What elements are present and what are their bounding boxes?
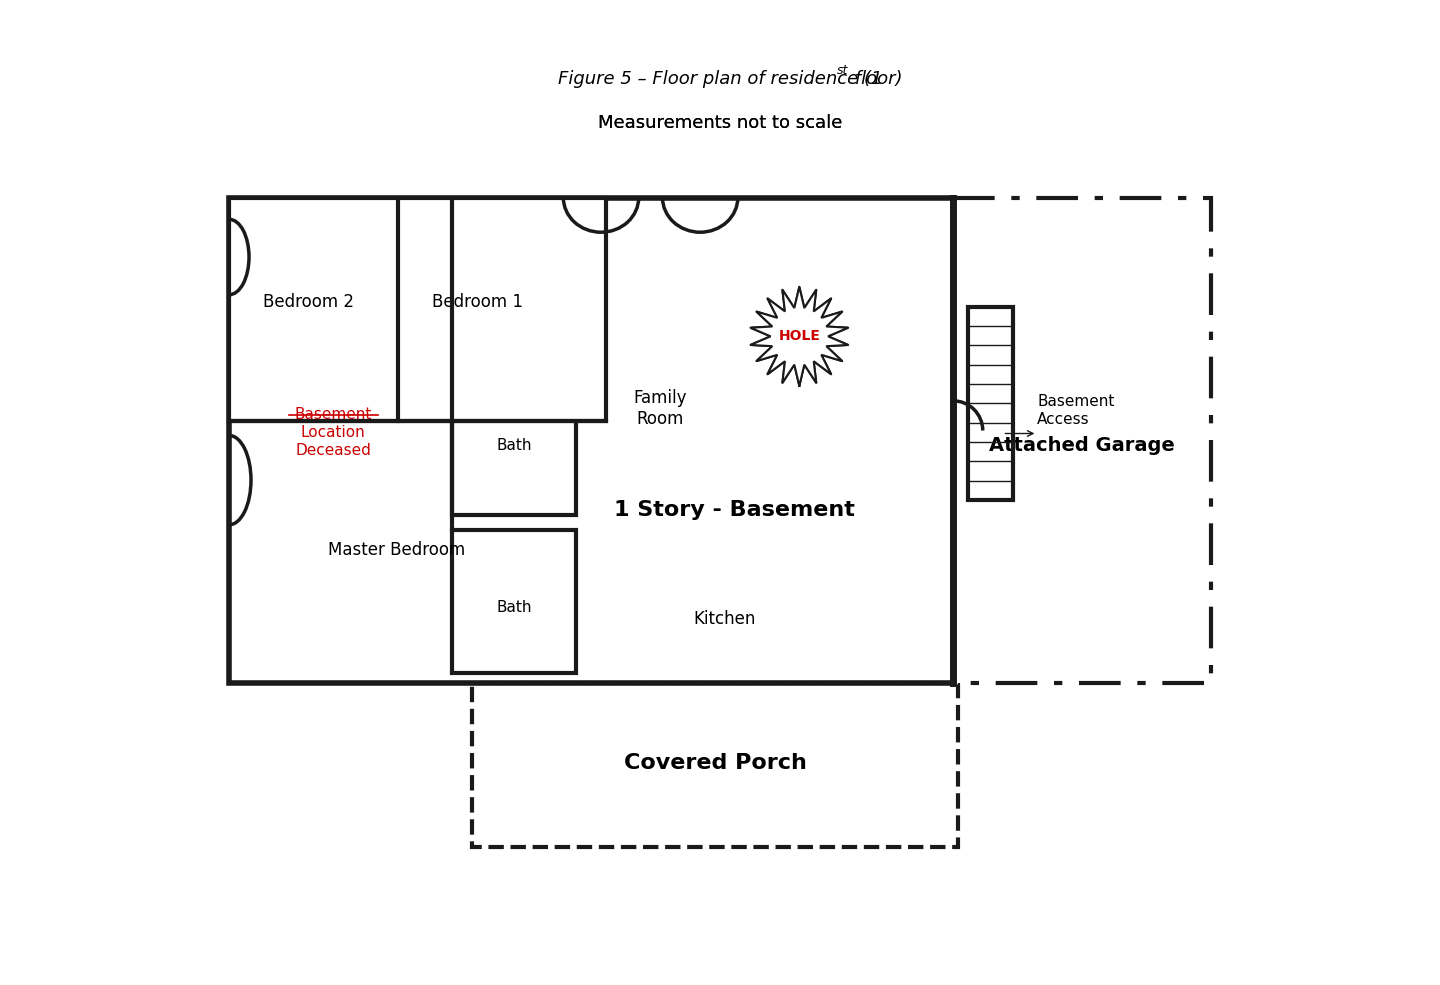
Text: Covered Porch: Covered Porch — [624, 753, 806, 772]
Bar — [472, 684, 958, 847]
Bar — [953, 198, 1211, 684]
Text: floor): floor) — [850, 70, 903, 88]
Bar — [452, 371, 576, 515]
Text: Location: Location — [301, 425, 366, 440]
Bar — [229, 198, 606, 421]
Text: Bath: Bath — [495, 438, 531, 453]
Text: Deceased: Deceased — [295, 443, 372, 458]
Bar — [452, 530, 576, 674]
Text: Basement: Basement — [295, 407, 372, 423]
Text: Bath: Bath — [495, 600, 531, 615]
Text: st: st — [837, 64, 848, 77]
Text: Master Bedroom: Master Bedroom — [328, 541, 465, 558]
Text: Figure 5 – Floor plan of residence (1: Figure 5 – Floor plan of residence (1 — [557, 70, 883, 88]
Text: Measurements not to scale: Measurements not to scale — [598, 114, 842, 132]
Text: Measurements not to scale: Measurements not to scale — [598, 114, 842, 132]
Text: Family
Room: Family Room — [634, 389, 687, 428]
Text: HOLE: HOLE — [779, 329, 821, 344]
Bar — [968, 306, 1012, 500]
Text: 1 Story - Basement: 1 Story - Basement — [615, 499, 855, 520]
Bar — [229, 198, 953, 684]
Text: Basement
Access: Basement Access — [1037, 395, 1115, 427]
Text: Attached Garage: Attached Garage — [989, 436, 1175, 455]
Text: Bedroom 2: Bedroom 2 — [264, 293, 354, 310]
Polygon shape — [750, 287, 848, 386]
Text: HOLE: HOLE — [779, 329, 821, 344]
Text: Kitchen: Kitchen — [694, 610, 756, 627]
Text: Bedroom 1: Bedroom 1 — [432, 293, 523, 310]
